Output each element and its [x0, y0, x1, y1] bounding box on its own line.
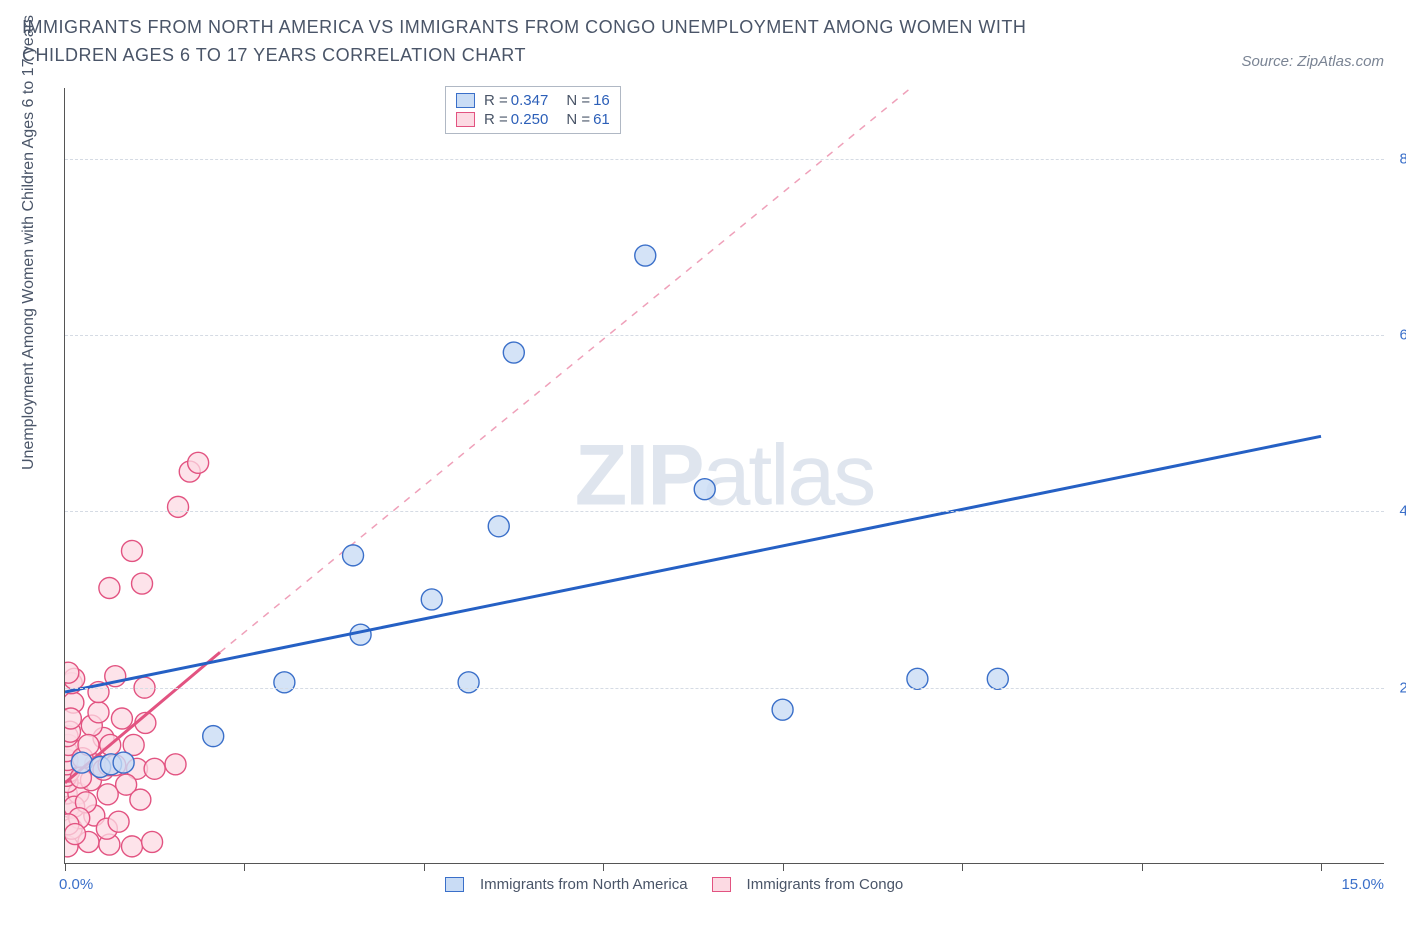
data-point-congo — [144, 758, 165, 779]
data-point-congo — [99, 577, 120, 598]
legend-stats-row-pink: R = 0.250 N = 61 — [456, 110, 610, 129]
data-point-north-america — [113, 752, 134, 773]
data-point-congo — [88, 702, 109, 723]
x-tick — [603, 863, 604, 871]
source-attribution: Source: ZipAtlas.com — [1241, 53, 1384, 70]
swatch-pink-icon — [712, 877, 731, 892]
y-tick-label: 20.0% — [1399, 679, 1406, 696]
data-point-congo — [168, 496, 189, 517]
x-tick — [783, 863, 784, 871]
data-point-north-america — [458, 672, 479, 693]
y-tick-label: 40.0% — [1399, 503, 1406, 520]
data-point-congo — [65, 708, 81, 729]
data-point-congo — [165, 754, 186, 775]
swatch-pink-icon — [456, 112, 475, 127]
legend-stats-row-blue: R = 0.347 N = 16 — [456, 91, 610, 110]
gridline — [65, 511, 1384, 512]
gridline — [65, 159, 1384, 160]
data-point-north-america — [343, 545, 364, 566]
chart-title: IMMIGRANTS FROM NORTH AMERICA VS IMMIGRA… — [22, 14, 1112, 70]
x-tick — [1142, 863, 1143, 871]
data-point-north-america — [274, 672, 295, 693]
y-axis-label: Unemployment Among Women with Children A… — [20, 15, 38, 470]
data-point-north-america — [987, 668, 1008, 689]
chart-header: IMMIGRANTS FROM NORTH AMERICA VS IMMIGRA… — [0, 0, 1406, 78]
data-point-congo — [65, 662, 79, 683]
data-point-congo — [108, 811, 129, 832]
x-tick-min: 0.0% — [59, 876, 93, 893]
data-point-congo — [121, 836, 142, 857]
data-point-congo — [132, 573, 153, 594]
x-tick — [244, 863, 245, 871]
scatter-svg — [65, 88, 1385, 864]
data-point-congo — [142, 831, 163, 852]
gridline — [65, 688, 1384, 689]
x-tick — [1321, 863, 1322, 871]
data-point-north-america — [203, 726, 224, 747]
data-point-north-america — [907, 668, 928, 689]
y-tick-label: 60.0% — [1399, 326, 1406, 343]
swatch-blue-icon — [456, 93, 475, 108]
x-tick — [962, 863, 963, 871]
data-point-congo — [111, 708, 132, 729]
data-point-north-america — [503, 342, 524, 363]
gridline — [65, 335, 1384, 336]
legend-series: Immigrants from North America Immigrants… — [445, 876, 903, 893]
data-point-north-america — [772, 699, 793, 720]
data-point-north-america — [488, 516, 509, 537]
data-point-north-america — [694, 479, 715, 500]
chart-area: ZIPatlas R = 0.347 N = 16 R = 0.250 N = … — [64, 88, 1384, 864]
data-point-north-america — [635, 245, 656, 266]
legend-item-north-america: Immigrants from North America — [445, 876, 688, 893]
data-point-congo — [121, 540, 142, 561]
x-tick — [424, 863, 425, 871]
data-point-north-america — [421, 589, 442, 610]
data-point-congo — [188, 452, 209, 473]
data-point-north-america — [71, 752, 92, 773]
legend-item-congo: Immigrants from Congo — [712, 876, 904, 893]
data-point-congo — [97, 784, 118, 805]
legend-stats: R = 0.347 N = 16 R = 0.250 N = 61 — [445, 86, 621, 134]
x-tick — [65, 863, 66, 871]
plot-frame: ZIPatlas R = 0.347 N = 16 R = 0.250 N = … — [64, 88, 1384, 864]
x-tick-max: 15.0% — [1341, 876, 1384, 893]
swatch-blue-icon — [445, 877, 464, 892]
data-point-congo — [65, 824, 86, 845]
data-point-congo — [130, 789, 151, 810]
y-tick-label: 80.0% — [1399, 150, 1406, 167]
